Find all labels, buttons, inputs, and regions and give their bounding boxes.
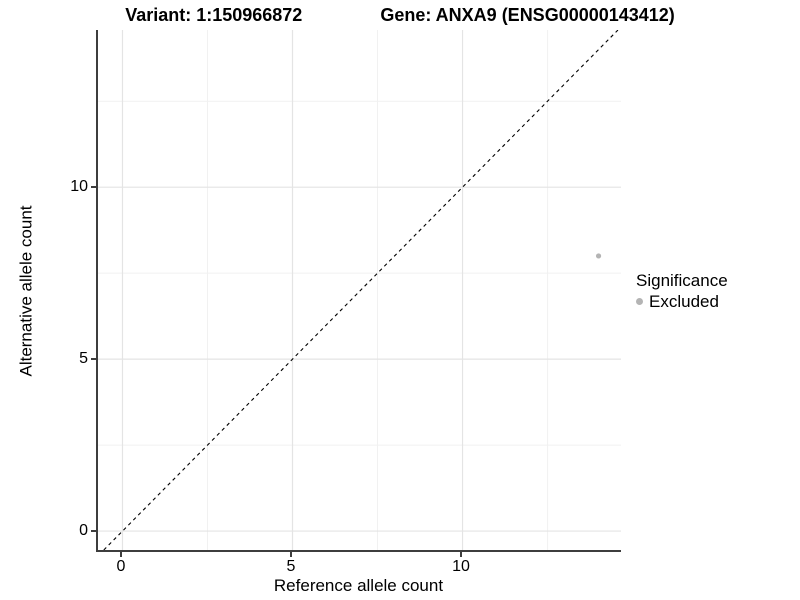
variant-title: Variant: 1:150966872	[125, 5, 303, 25]
y-tick-label: 10	[70, 178, 88, 195]
x-tick-label: 0	[116, 558, 126, 575]
x-tick-mark	[460, 552, 462, 557]
gene-title: Gene: ANXA9 (ENSG00000143412)	[380, 5, 675, 25]
x-axis-title: Reference allele count	[273, 576, 444, 595]
data-point	[595, 253, 602, 259]
plot-canvas	[98, 30, 621, 550]
y-axis-title: Alternative allele count	[16, 205, 36, 377]
legend-title: Significance	[636, 271, 728, 290]
legend-item-label: Excluded	[649, 292, 719, 311]
legend: Significance Excluded	[633, 271, 728, 311]
x-tick-mark	[290, 552, 292, 557]
y-tick-mark	[91, 358, 96, 360]
y-tick-mark	[91, 186, 96, 188]
x-tick-label: 5	[286, 558, 296, 575]
y-tick-mark	[91, 530, 96, 532]
plot-title: Variant: 1:150966872 Gene: ANXA9 (ENSG00…	[0, 5, 800, 26]
legend-item-excluded: Excluded	[633, 292, 728, 311]
x-tick-mark	[120, 552, 122, 557]
x-tick-label: 10	[452, 558, 470, 575]
legend-point-icon	[636, 298, 643, 305]
y-tick-label: 0	[79, 522, 88, 539]
y-tick-label: 5	[79, 350, 88, 367]
plot-panel	[96, 30, 621, 552]
